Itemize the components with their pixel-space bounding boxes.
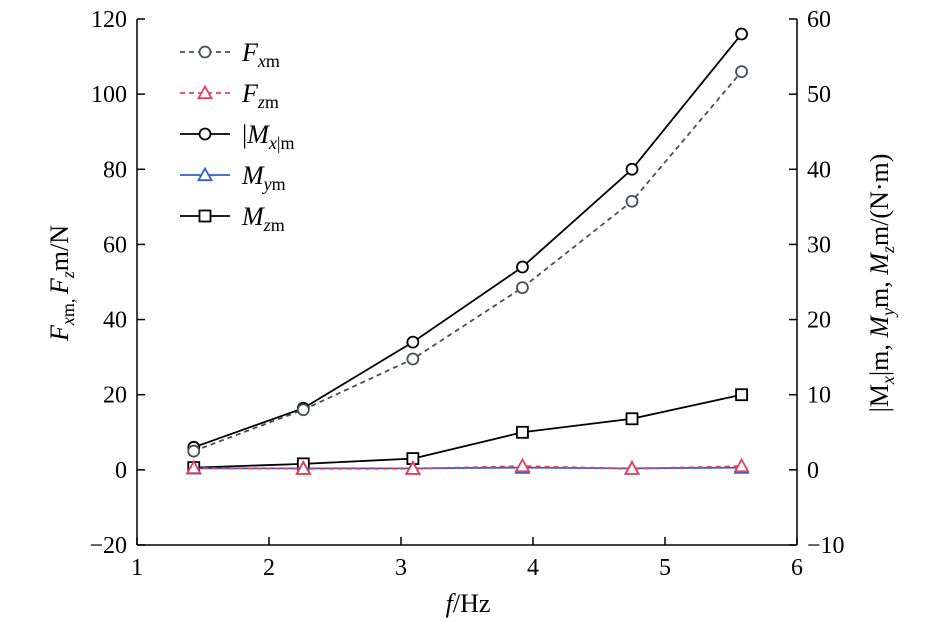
legend-label: |Mx|m — [242, 120, 295, 153]
y-right-label-s2: y — [878, 308, 898, 318]
data-point — [187, 444, 201, 458]
series-line — [193, 393, 742, 469]
y-right-axis-label: |Mx|m, Mym, Mzm/(N·m) — [865, 154, 898, 413]
y-left-tick-label: −20 — [89, 533, 127, 559]
y-left-label-p2: m, — [58, 294, 78, 317]
data-point — [514, 457, 531, 473]
x-tick-label: 1 — [131, 555, 143, 581]
y-right-label-p4: m, — [865, 275, 894, 308]
legend-item: Fzm — [180, 79, 279, 112]
series-mxm — [187, 27, 748, 454]
legend-item: Mzm — [180, 202, 285, 235]
legend-swatch-marker — [196, 166, 214, 182]
y-right-tick-label: 20 — [807, 308, 831, 334]
x-tick-label: 2 — [263, 555, 275, 581]
y-right-tick-label: 40 — [807, 157, 831, 183]
y-left-label-p1: F — [45, 324, 74, 342]
data-point — [735, 65, 748, 78]
series-fxm — [187, 65, 748, 458]
legend-label: Mzm — [241, 202, 285, 235]
y-left-label-p4: m/N — [45, 225, 74, 271]
series-mzm — [187, 388, 748, 475]
y-left-tick-label: 60 — [103, 232, 127, 258]
x-axis-label-var: f — [446, 589, 457, 618]
y-left-label-s2: z — [58, 271, 78, 279]
data-point — [625, 162, 639, 176]
data-point — [735, 388, 748, 402]
legend-label: Mym — [241, 161, 286, 194]
y-right-tick-label: −10 — [807, 533, 845, 559]
y-right-tick-label: 30 — [807, 232, 831, 258]
legend: Fxm Fzm |Mx|m Mym Mzm — [180, 38, 295, 235]
legend-swatch-marker — [196, 84, 214, 100]
y-left-tick-label: 0 — [115, 458, 127, 484]
data-point — [516, 425, 529, 439]
y-left-tick-label: 40 — [103, 308, 127, 334]
data-point — [625, 194, 639, 208]
legend-label: Fzm — [241, 79, 279, 112]
y-left-tick-label: 120 — [91, 7, 127, 33]
legend-item: |Mx|m — [180, 120, 295, 153]
x-tick-label: 5 — [659, 555, 671, 581]
data-point — [404, 460, 421, 475]
y-left-label-p3: F — [45, 277, 74, 295]
legend-swatch-marker — [198, 127, 212, 141]
data-point — [623, 460, 641, 475]
y-left-axis: −20 0 20 40 60 80 100 120 — [89, 7, 145, 559]
y-left-tick-label: 80 — [103, 157, 127, 183]
data-point — [735, 27, 748, 41]
y-left-tick-label: 20 — [103, 383, 127, 409]
y-left-tick-label: 100 — [91, 82, 127, 108]
x-axis: 1 2 3 4 5 6 — [131, 537, 803, 581]
y-left-axis-label: Fxm, Fzm/N — [45, 225, 78, 342]
data-point — [406, 352, 420, 366]
y-right-tick-label: 0 — [807, 458, 819, 484]
legend-item: Mym — [180, 161, 286, 194]
data-point — [733, 457, 750, 473]
y-right-label-p1: |M — [865, 384, 894, 412]
y-right-axis: −10 0 10 20 30 40 50 60 — [789, 7, 845, 559]
x-tick-label: 3 — [395, 555, 407, 581]
x-tick-label: 6 — [791, 555, 803, 581]
series-line — [193, 465, 742, 470]
y-right-label-p6: m/(N·m) — [865, 154, 894, 246]
legend-label: Fxm — [241, 38, 280, 71]
series-layer — [185, 27, 750, 475]
legend-swatch-marker — [198, 45, 212, 59]
data-point — [516, 281, 529, 295]
legend-swatch-marker — [198, 209, 212, 223]
y-right-label-p2: |m, — [865, 338, 894, 376]
x-tick-label: 4 — [527, 555, 539, 581]
x-axis-label: f/Hz — [446, 589, 491, 618]
y-right-tick-label: 50 — [807, 82, 831, 108]
data-point — [185, 459, 202, 475]
data-point — [295, 460, 312, 475]
y-right-label-p3: M — [865, 315, 894, 339]
y-right-label-s3: z — [878, 246, 898, 254]
y-right-label-s1: x — [878, 376, 898, 385]
legend-item: Fxm — [180, 38, 280, 71]
data-point — [296, 403, 310, 417]
y-left-label-s1: x — [58, 317, 78, 326]
y-right-tick-label: 10 — [807, 383, 831, 409]
series-fzm — [185, 457, 750, 475]
data-point — [516, 260, 529, 274]
series-line — [193, 33, 743, 449]
x-axis-label-unit: /Hz — [453, 589, 491, 618]
series-line — [193, 71, 743, 452]
y-right-label-p5: M — [865, 252, 894, 276]
data-point — [406, 335, 420, 349]
plot-frame — [136, 19, 798, 546]
data-point — [625, 412, 639, 426]
y-right-tick-label: 60 — [807, 7, 831, 33]
